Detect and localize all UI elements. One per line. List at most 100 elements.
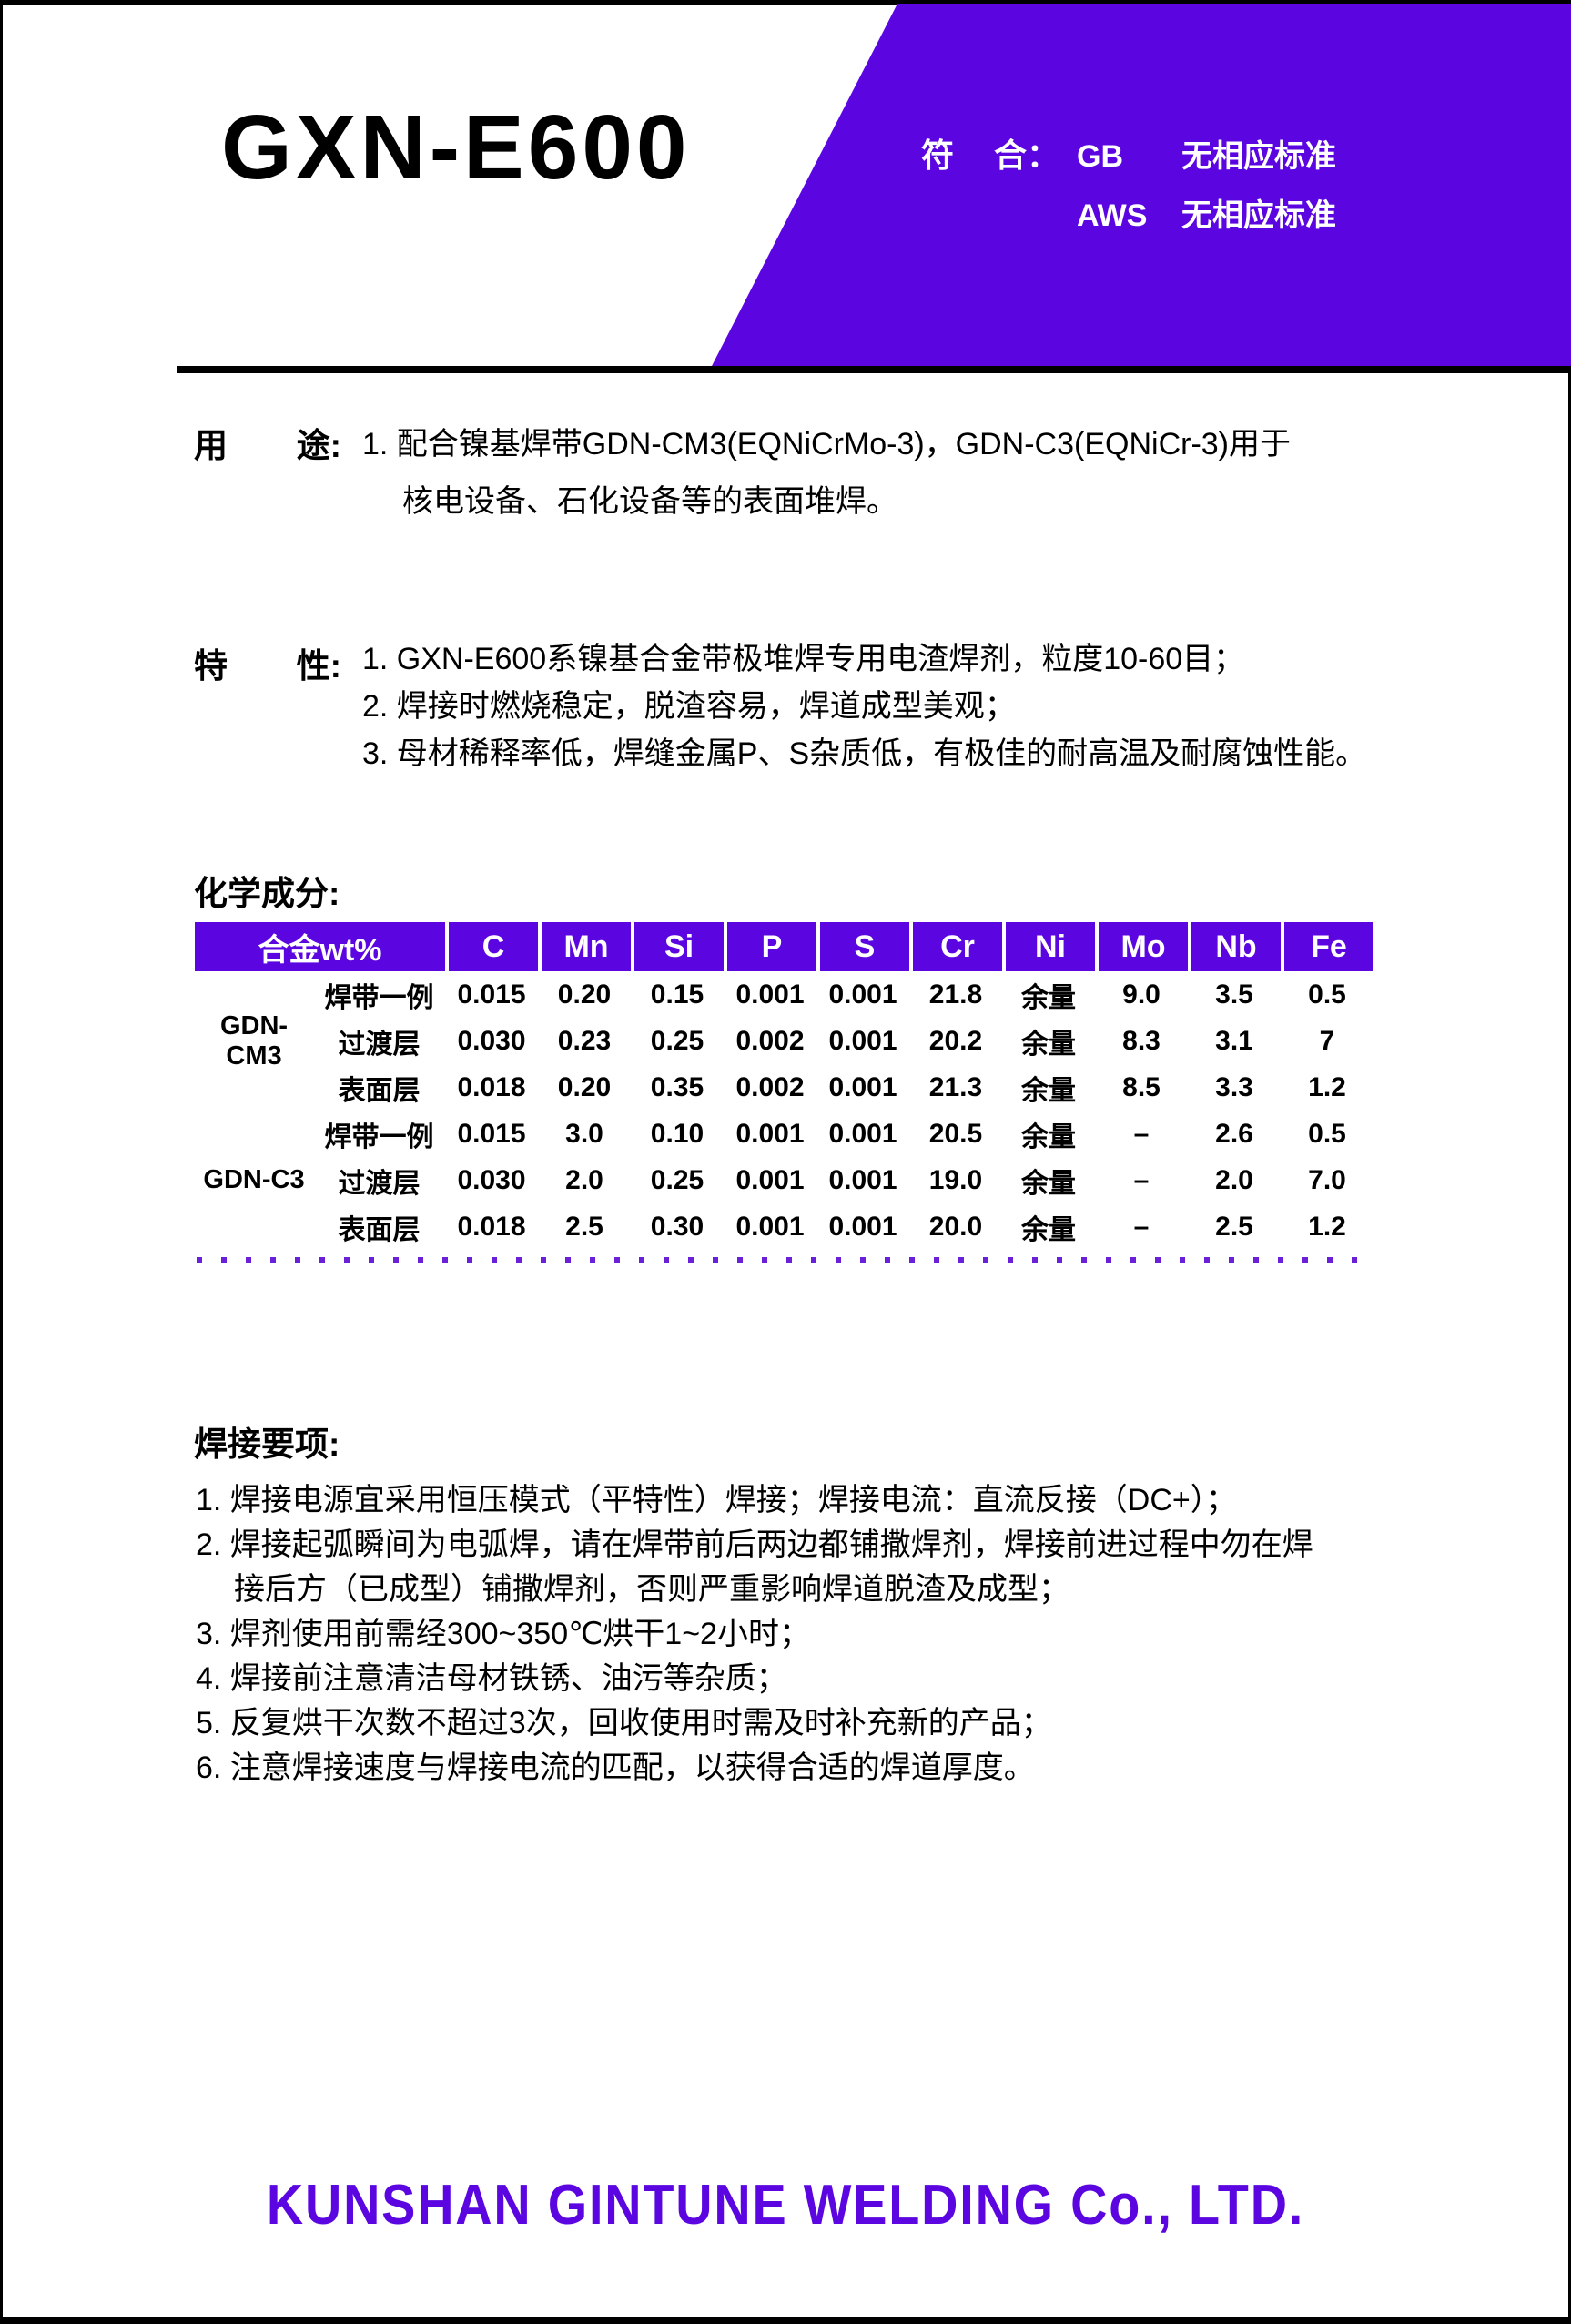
value-cell: 8.5	[1095, 1064, 1188, 1111]
layer-cell: 过渡层	[313, 1157, 445, 1203]
layer-cell: 焊带一例	[313, 971, 445, 1018]
value-cell: 2.0	[538, 1157, 631, 1203]
standard-code: AWS	[1077, 198, 1148, 233]
value-cell: 0.5	[1281, 971, 1373, 1018]
comp-table-row: 表面层 0.018 0.20 0.35 0.002 0.001 21.3 余量 8.5 3.3 1.…	[195, 1064, 1373, 1111]
feature-item: 3. 母材稀释率低，焊缝金属P、S杂质低，有极佳的耐高温及耐腐蚀性能。	[362, 736, 1367, 771]
comp-table-row: 表面层 0.018 2.5 0.30 0.001 0.001 20.0 余量 –2.5 1.2	[195, 1203, 1373, 1250]
standard-code: GB	[1077, 139, 1123, 174]
value-cell: 0.001	[724, 971, 816, 1018]
comp-table-header-cell: Fe	[1281, 922, 1373, 971]
value-cell: 0.018	[445, 1064, 538, 1111]
standards-label-char1: 符	[921, 137, 955, 174]
value-cell: 0.001	[724, 1111, 816, 1157]
comp-table-header-cell: 合金wt%	[195, 922, 445, 971]
layer-cell: 焊带一例	[313, 1111, 445, 1157]
layer-cell: 过渡层	[313, 1018, 445, 1064]
layer-cell: 表面层	[313, 1064, 445, 1111]
welding-note-line: 5. 反复烘干次数不超过3次，回收使用时需及时补充新的产品；	[196, 1706, 1052, 1740]
alloy-name-cell: GDN-C3	[195, 1111, 313, 1250]
layer-cell: 表面层	[313, 1203, 445, 1250]
value-cell: 2.5	[1188, 1203, 1281, 1250]
features-list: 1. GXN-E600系镍基合金带极堆焊专用电渣焊剂，粒度10-60目； 2. 焊…	[362, 635, 1366, 777]
standard-status: 无相应标准	[1181, 198, 1336, 233]
welding-note-line: 4. 焊接前注意清洁母材铁锈、油污等杂质；	[196, 1661, 787, 1696]
footer-company-name: KUNSHAN GINTUNE WELDING Co., LTD.	[266, 2174, 1305, 2237]
comp-table-row: 过渡层 0.030 2.0 0.25 0.001 0.001 19.0 余量 –2.0 7.0	[195, 1157, 1373, 1203]
usage-label-char2: 途:	[296, 427, 341, 464]
feature-item: 2. 焊接时燃烧稳定，脱渣容易，焊道成型美观；	[362, 689, 1016, 724]
page-border-top	[0, 0, 1571, 5]
value-cell: 0.10	[631, 1111, 724, 1157]
comp-table-header-row: 合金wt% C Mn Si P S Cr Ni Mo Nb Fe	[195, 922, 1373, 971]
value-cell: 0.015	[445, 1111, 538, 1157]
value-cell: 0.001	[816, 1018, 909, 1064]
alloy-name-cell: GDN-CM3	[195, 971, 313, 1111]
value-cell: 7.0	[1281, 1157, 1373, 1203]
value-cell: 2.5	[538, 1203, 631, 1250]
value-cell: 0.001	[724, 1203, 816, 1250]
comp-table-header-cell: Nb	[1188, 922, 1281, 971]
value-cell: 余量	[1002, 1203, 1095, 1250]
value-cell: 0.002	[724, 1064, 816, 1111]
welding-note-line: 6. 注意焊接速度与焊接电流的匹配，以获得合适的焊道厚度。	[196, 1751, 1035, 1785]
value-cell: 0.030	[445, 1018, 538, 1064]
welding-list: 1. 焊接电源宜采用恒压模式（平特性）焊接；焊接电流：直流反接（DC+）； 2. …	[196, 1478, 1313, 1791]
standards-label: 符 合：	[921, 135, 1059, 178]
value-cell: 0.001	[816, 1157, 909, 1203]
value-cell: 0.20	[538, 971, 631, 1018]
usage-line-1: 1. 配合镍基焊带GDN-CM3(EQNiCrMo-3)，GDN-C3(EQNi…	[362, 427, 1291, 462]
value-cell: 9.0	[1095, 971, 1188, 1018]
value-cell: 0.15	[631, 971, 724, 1018]
comp-table-header-cell: Mn	[538, 922, 631, 971]
welding-note-line: 2. 焊接起弧瞬间为电弧焊，请在焊带前后两边都铺撒焊剂，焊接前进过程中勿在焊	[196, 1527, 1313, 1562]
value-cell: 20.2	[909, 1018, 1002, 1064]
value-cell: 3.3	[1188, 1064, 1281, 1111]
comp-table-body: GDN-CM3 焊带一例 0.015 0.20 0.15 0.001 0.001 21.8 余量…	[195, 971, 1373, 1250]
features-label-char2: 性:	[296, 647, 341, 685]
value-cell: –	[1095, 1157, 1188, 1203]
usage-label-char1: 用	[194, 427, 228, 464]
value-cell: 3.5	[1188, 971, 1281, 1018]
standard-status: 无相应标准	[1181, 139, 1336, 174]
value-cell: 0.001	[724, 1157, 816, 1203]
standards-list: GB 无相应标准 AWS 无相应标准	[1077, 137, 1336, 255]
value-cell: 0.001	[816, 1203, 909, 1250]
comp-table-header-cell: C	[445, 922, 538, 971]
value-cell: 0.018	[445, 1203, 538, 1250]
value-cell: 0.20	[538, 1064, 631, 1111]
comp-table-header-cell: Si	[631, 922, 724, 971]
value-cell: 21.8	[909, 971, 1002, 1018]
standard-row: AWS 无相应标准	[1077, 196, 1336, 255]
value-cell: 0.002	[724, 1018, 816, 1064]
dotted-rule	[197, 1257, 1371, 1263]
value-cell: 20.5	[909, 1111, 1002, 1157]
value-cell: 0.030	[445, 1157, 538, 1203]
value-cell: 7	[1281, 1018, 1373, 1064]
value-cell: 21.3	[909, 1064, 1002, 1111]
value-cell: 0.001	[816, 1111, 909, 1157]
page-border-left	[0, 0, 3, 2324]
standards-label-char2: 合：	[993, 137, 1059, 174]
value-cell: 0.25	[631, 1018, 724, 1064]
comp-table-header-cell: Mo	[1095, 922, 1188, 971]
features-label: 特 性:	[194, 646, 341, 686]
value-cell: 8.3	[1095, 1018, 1188, 1064]
page-title: GXN-E600	[221, 96, 691, 198]
value-cell: 0.015	[445, 971, 538, 1018]
page-border-bottom	[0, 2317, 1571, 2324]
comp-table-header-cell: P	[724, 922, 816, 971]
value-cell: 20.0	[909, 1203, 1002, 1250]
value-cell: 0.001	[816, 971, 909, 1018]
value-cell: 3.1	[1188, 1018, 1281, 1064]
value-cell: 余量	[1002, 1157, 1095, 1203]
standard-row: GB 无相应标准	[1077, 137, 1336, 196]
comp-table-header-cell: Ni	[1002, 922, 1095, 971]
welding-note-line: 3. 焊剂使用前需经300~350℃烘干1~2小时；	[196, 1617, 810, 1651]
usage-line-2: 核电设备、石化设备等的表面堆焊。	[402, 484, 897, 519]
welding-heading: 焊接要项:	[194, 1426, 340, 1463]
value-cell: 1.2	[1281, 1064, 1373, 1111]
welding-note-line: 接后方（已成型）铺撒焊剂，否则严重影响焊道脱渣及成型；	[234, 1572, 1069, 1607]
welding-note-line: 1. 焊接电源宜采用恒压模式（平特性）焊接；焊接电流：直流反接（DC+）；	[196, 1483, 1237, 1517]
